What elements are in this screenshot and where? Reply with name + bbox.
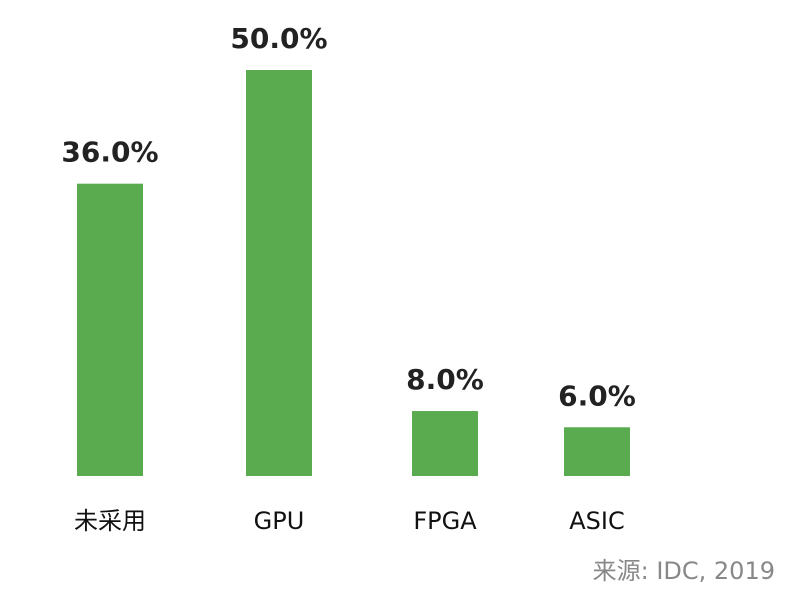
bar <box>77 183 143 476</box>
bar <box>564 427 630 476</box>
value-label: 6.0% <box>558 379 636 412</box>
category-label: FPGA <box>413 507 477 535</box>
bar <box>412 411 478 476</box>
value-label: 50.0% <box>230 22 327 55</box>
value-label: 8.0% <box>406 363 484 396</box>
category-label: GPU <box>254 507 305 535</box>
category-label: 未采用 <box>74 507 146 535</box>
bar <box>246 70 312 476</box>
category-label: ASIC <box>569 507 625 535</box>
source-note: 来源: IDC, 2019 <box>593 557 775 585</box>
value-label: 36.0% <box>61 136 158 169</box>
